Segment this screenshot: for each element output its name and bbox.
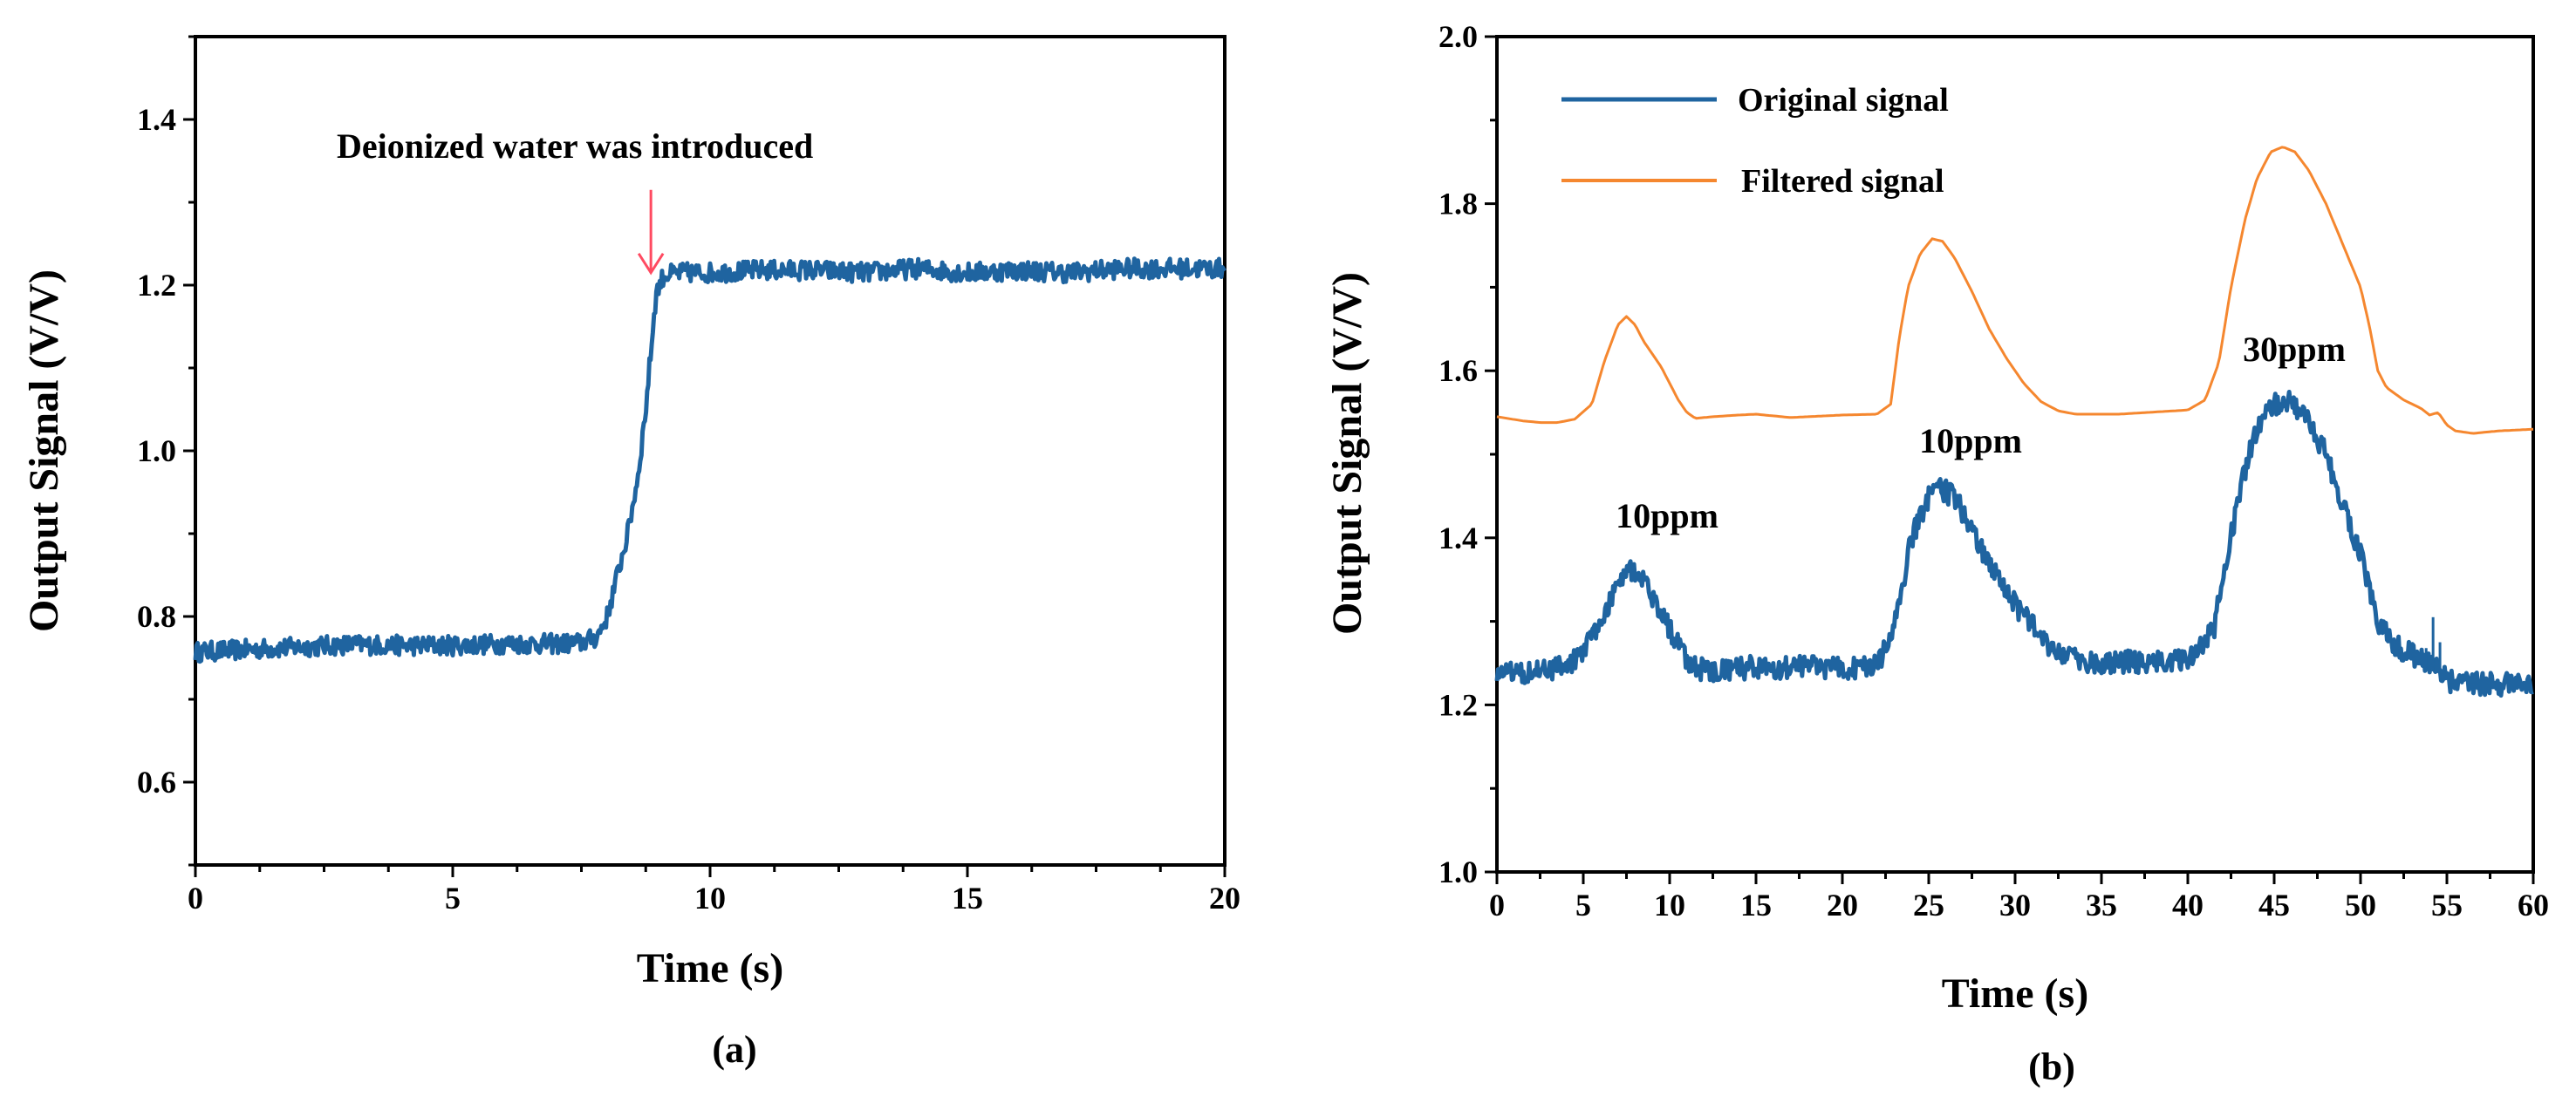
series-line-b-filtered-signal xyxy=(1496,146,2534,435)
legend-label-original: Original signal xyxy=(1738,82,1949,119)
x-axis-label-b: Time (s) xyxy=(1942,970,2088,1017)
y-tick-label-b: 1.2 xyxy=(1438,687,1478,722)
y-axis-label-b: Output Signal (V/V) xyxy=(1324,272,1370,635)
y-tick-label-a: 1.4 xyxy=(137,102,176,137)
y-tick-label-a: 0.6 xyxy=(137,765,176,800)
y-tick-label-a: 0.8 xyxy=(137,599,176,634)
panel-label-a: (a) xyxy=(712,1028,756,1071)
arrow-marker xyxy=(637,189,665,276)
ticks-a xyxy=(183,35,1227,877)
annotation-10ppm-first: 10ppm xyxy=(1616,496,1718,535)
x-tick-label-a: 15 xyxy=(952,881,983,916)
series-a xyxy=(193,256,1227,664)
x-tick-label-a: 10 xyxy=(694,881,726,916)
x-tick-label-b: 50 xyxy=(2345,888,2376,923)
y-axis-label-a: Output Signal (V/V) xyxy=(21,269,67,632)
ticks-b xyxy=(1485,35,2535,884)
x-tick-label-b: 60 xyxy=(2518,888,2549,923)
y-tick-label-b: 1.8 xyxy=(1438,187,1478,221)
annotation-deionized-water: Deionized water was introduced xyxy=(337,126,813,166)
x-tick-label-b: 25 xyxy=(1913,888,1944,923)
x-tick-label-b: 30 xyxy=(1999,888,2031,923)
y-tick-label-b: 1.6 xyxy=(1438,353,1478,388)
y-tick-label-a: 1.2 xyxy=(137,268,176,303)
x-tick-label-b: 10 xyxy=(1654,888,1685,923)
series-line-a-output-signal xyxy=(193,256,1227,664)
x-tick-label-b: 20 xyxy=(1827,888,1858,923)
x-tick-label-b: 55 xyxy=(2431,888,2463,923)
x-tick-label-a: 5 xyxy=(445,881,461,916)
tick-labels-a: 0 5 10 15 20 0.6 0.8 1.0 1.2 1.4 xyxy=(137,102,1240,916)
panel-label-b: (b) xyxy=(2028,1045,2075,1088)
legend: Original signal Filtered signal xyxy=(1561,82,1949,200)
y-tick-label-b: 1.0 xyxy=(1438,855,1478,889)
chart-panel-b: 0 5 10 15 20 25 30 35 40 45 50 55 60 1.0 1.2 1.4 1.6 1.8 2… xyxy=(1324,19,2549,1088)
y-tick-label-a: 1.0 xyxy=(137,433,176,468)
x-tick-label-a: 20 xyxy=(1209,881,1240,916)
series-b xyxy=(1494,146,2535,698)
x-tick-label-b: 5 xyxy=(1575,888,1591,923)
x-tick-label-b: 15 xyxy=(1740,888,1772,923)
x-tick-label-b: 40 xyxy=(2172,888,2204,923)
x-tick-label-b: 35 xyxy=(2086,888,2117,923)
x-tick-label-b: 0 xyxy=(1489,888,1505,923)
x-tick-label-b: 45 xyxy=(2258,888,2290,923)
x-axis-label-a: Time (s) xyxy=(637,945,783,991)
legend-label-filtered: Filtered signal xyxy=(1741,163,1944,200)
y-tick-label-b: 1.4 xyxy=(1438,521,1478,555)
arrow-head xyxy=(637,252,665,276)
x-tick-label-a: 0 xyxy=(188,881,203,916)
series-line-b-original-signal xyxy=(1494,390,2535,698)
tick-labels-b: 0 5 10 15 20 25 30 35 40 45 50 55 60 1.0 1.2 1.4 1.6 1.8 2… xyxy=(1438,19,2549,923)
annotation-30ppm: 30ppm xyxy=(2243,330,2346,369)
chart-panel-a: 0 5 10 15 20 0.6 0.8 1.0 1.2 1.4 Deionized water … xyxy=(21,35,1240,1071)
annotation-10ppm-second: 10ppm xyxy=(1919,421,2022,460)
y-tick-label-b: 2.0 xyxy=(1438,19,1478,54)
